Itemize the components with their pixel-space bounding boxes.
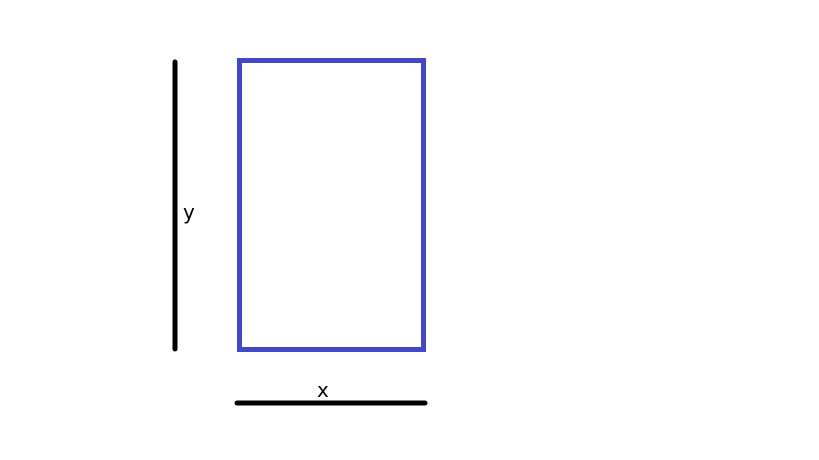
rectangle	[237, 58, 426, 352]
x-label: x	[317, 378, 329, 402]
y-label: y	[183, 200, 195, 224]
